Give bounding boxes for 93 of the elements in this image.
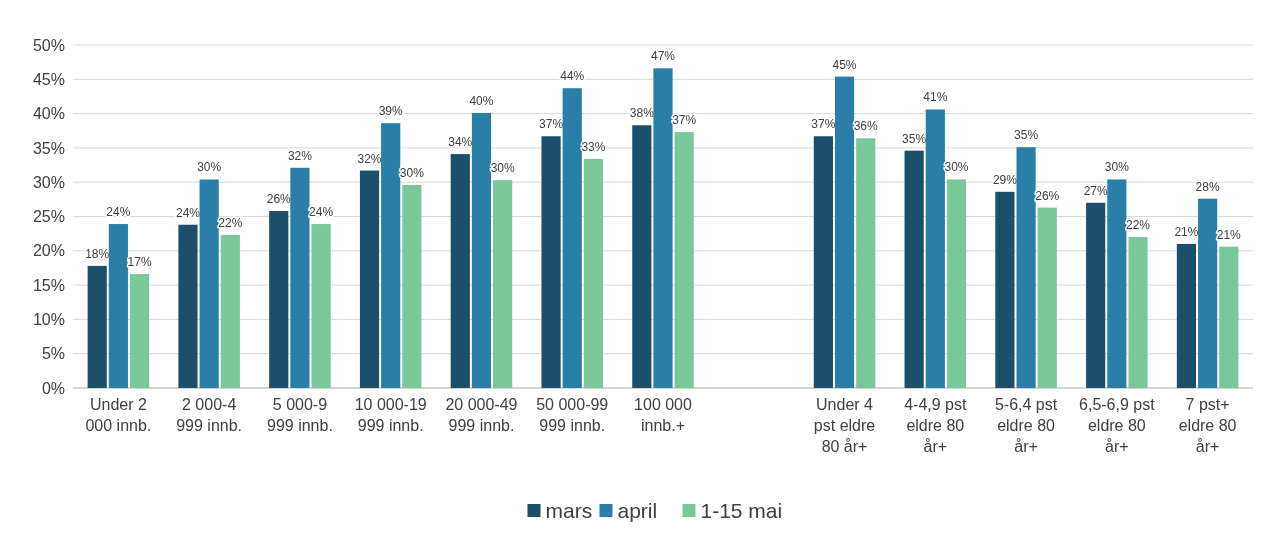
y-tick-label: 35% [32,139,65,157]
bar [813,136,833,388]
y-tick-label: 0% [41,379,65,397]
legend-label: mars [545,499,593,523]
bar [674,132,694,388]
data-label: 33% [581,139,606,154]
y-tick-label: 20% [32,242,65,260]
bar [87,265,107,388]
bar [904,150,924,388]
data-label: 26% [1035,188,1060,203]
data-label: 22% [1126,218,1151,233]
bar [541,136,561,388]
bar [129,274,150,388]
bar [1219,246,1239,388]
data-label: 40% [469,93,494,108]
x-tick-label: 5-6,4 pst eldre 80 år+ [994,396,1058,455]
data-label: 24% [106,205,131,220]
x-tick-label: 2 000-4 999 innb. [176,396,243,434]
data-label: 22% [218,216,243,231]
data-label: 45% [832,57,857,72]
data-label: 35% [1014,128,1039,143]
legend-label: april [617,499,658,523]
data-label: 30% [1104,160,1130,175]
bar [632,125,652,388]
legend-label: 1-15 mai [700,499,783,523]
data-label: 35% [902,131,927,146]
x-tick-label: Under 4 pst eldre 80 år+ [813,396,876,455]
bar [995,191,1015,388]
bar [493,180,513,388]
data-label: 21% [1174,224,1199,239]
y-tick-label: 45% [32,70,65,88]
bar [108,224,128,388]
data-label: 36% [853,119,879,134]
y-tick-label: 15% [32,276,65,294]
y-tick-label: 40% [32,105,65,123]
data-label: 21% [1216,227,1242,242]
bar [925,109,945,388]
bar [1107,179,1127,388]
x-tick-label: Under 2 000 innb. [85,396,152,434]
bar [1176,243,1197,388]
data-label: 39% [378,104,404,119]
data-label: 44% [560,69,585,84]
y-tick-label: 5% [41,345,65,363]
bar [856,138,876,388]
data-label: 30% [197,160,222,175]
bar [946,179,967,388]
data-label: 18% [85,246,110,261]
x-tick-label: 5 000-9 999 innb. [267,396,333,434]
data-label: 32% [287,148,313,163]
bar [1128,237,1148,388]
data-label: 47% [650,49,676,64]
bar [220,235,240,388]
y-tick-label: 30% [32,173,65,191]
x-tick-label: 7 pst+ eldre 80 år+ [1178,396,1237,455]
bar [1198,198,1218,388]
data-label: 30% [399,165,425,180]
data-label: 34% [448,135,473,150]
data-label: 37% [811,117,836,132]
bar [311,224,331,388]
bar [1016,147,1036,388]
bar [402,184,422,388]
bar [450,154,470,388]
x-tick-label: 6,5-6,9 pst eldre 80 år+ [1079,396,1156,455]
bar [178,224,198,388]
bar [653,68,673,388]
x-tick-label: 4-4,9 pst eldre 80 år+ [904,396,967,455]
data-label: 24% [175,205,201,220]
bar [199,179,219,388]
data-label: 30% [490,161,515,176]
x-tick-label: 10 000-19 999 innb. [354,396,427,434]
data-label: 37% [539,117,564,132]
data-label: 28% [1195,179,1220,194]
data-label: 17% [127,255,152,270]
x-tick-label: 20 000-49 999 innb. [445,396,518,434]
bar [471,112,492,388]
bar [834,76,855,388]
y-tick-label: 25% [32,208,65,226]
bar [269,211,289,388]
bar [562,88,582,388]
data-label: 37% [672,113,697,128]
data-label: 32% [357,151,382,166]
bar [290,167,310,388]
x-tick-label: 100 000 innb.+ [634,396,693,434]
bar [359,170,380,388]
x-tick-label: 50 000-99 999 innb. [536,396,609,434]
bar [1037,207,1057,388]
data-label: 30% [944,160,969,175]
bar [1086,202,1106,388]
bar [583,158,603,388]
bar [381,123,401,388]
y-tick-label: 50% [32,36,65,54]
data-label: 41% [923,90,948,105]
y-tick-label: 10% [32,311,65,328]
